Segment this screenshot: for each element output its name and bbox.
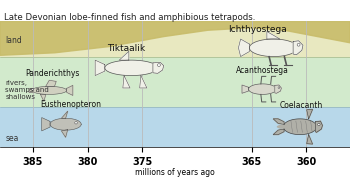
Polygon shape bbox=[32, 86, 67, 94]
Polygon shape bbox=[62, 111, 68, 118]
Polygon shape bbox=[250, 39, 298, 57]
Polygon shape bbox=[50, 118, 81, 130]
Polygon shape bbox=[248, 84, 276, 94]
Polygon shape bbox=[67, 85, 73, 95]
Text: Late Devonian lobe-finned fish and amphibious tetrapods.: Late Devonian lobe-finned fish and amphi… bbox=[4, 13, 255, 21]
Polygon shape bbox=[238, 39, 249, 57]
Text: Panderichthys: Panderichthys bbox=[25, 69, 80, 78]
Ellipse shape bbox=[75, 122, 77, 124]
Polygon shape bbox=[242, 85, 248, 93]
Polygon shape bbox=[29, 88, 34, 92]
Text: rivers,
swamps and
shallows: rivers, swamps and shallows bbox=[6, 80, 49, 100]
Polygon shape bbox=[42, 118, 50, 131]
Polygon shape bbox=[119, 51, 129, 60]
Polygon shape bbox=[275, 85, 281, 93]
Text: Ichthyostega: Ichthyostega bbox=[228, 25, 286, 34]
Polygon shape bbox=[277, 125, 284, 128]
Bar bbox=[0, 57, 350, 107]
Polygon shape bbox=[267, 32, 280, 39]
Polygon shape bbox=[283, 119, 317, 135]
Polygon shape bbox=[105, 60, 158, 76]
Polygon shape bbox=[46, 80, 56, 86]
Polygon shape bbox=[307, 109, 313, 119]
Polygon shape bbox=[273, 119, 284, 124]
Bar bbox=[0, 21, 350, 57]
Text: Acanthostega: Acanthostega bbox=[236, 66, 289, 75]
Ellipse shape bbox=[278, 87, 280, 88]
X-axis label: millions of years ago: millions of years ago bbox=[135, 168, 215, 177]
Polygon shape bbox=[153, 62, 164, 73]
Polygon shape bbox=[307, 135, 313, 144]
Polygon shape bbox=[140, 76, 147, 88]
Ellipse shape bbox=[32, 89, 34, 91]
Polygon shape bbox=[41, 94, 46, 101]
Ellipse shape bbox=[318, 123, 320, 126]
Ellipse shape bbox=[158, 64, 160, 66]
Polygon shape bbox=[273, 129, 284, 135]
Polygon shape bbox=[293, 41, 303, 55]
Text: sea: sea bbox=[6, 134, 19, 142]
Ellipse shape bbox=[297, 43, 300, 46]
Text: Coelacanth: Coelacanth bbox=[279, 101, 322, 110]
Text: land: land bbox=[6, 36, 22, 45]
Text: Tiktaalik: Tiktaalik bbox=[107, 44, 145, 53]
Polygon shape bbox=[62, 129, 68, 137]
Polygon shape bbox=[95, 60, 105, 76]
Polygon shape bbox=[316, 121, 322, 132]
Polygon shape bbox=[123, 76, 130, 88]
Text: Eusthenopteron: Eusthenopteron bbox=[41, 100, 102, 108]
Bar bbox=[0, 107, 350, 147]
